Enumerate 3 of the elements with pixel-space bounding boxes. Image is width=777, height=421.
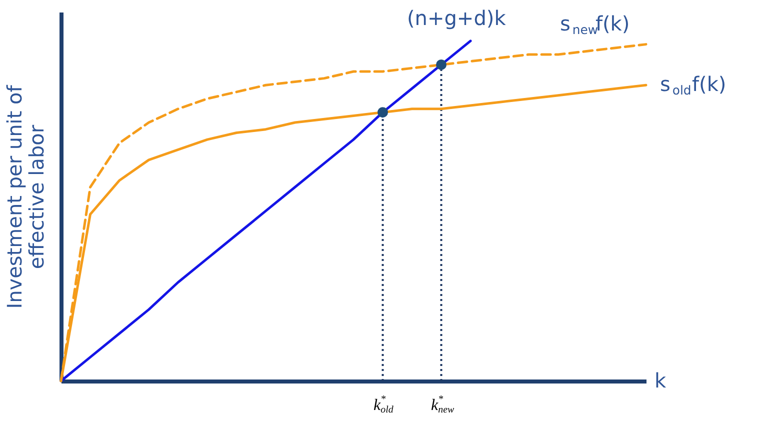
y-axis-title: Investment per unit of effective labor [2,84,48,309]
series-label: (n+g+d)k [407,6,506,30]
x-axis-title: k [654,368,666,392]
